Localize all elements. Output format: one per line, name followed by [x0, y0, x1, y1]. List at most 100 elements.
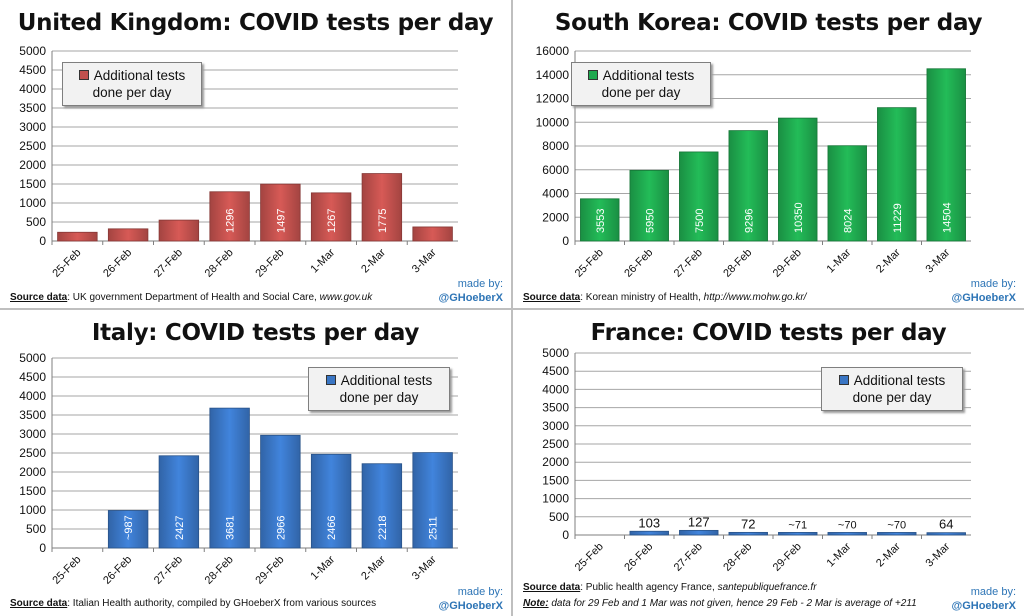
y-tick-label: 2500: [19, 446, 46, 460]
y-tick-label: 3000: [19, 120, 46, 134]
made-by-credit: made by: @GHoeberX: [951, 277, 1016, 305]
y-tick-label: 500: [549, 510, 569, 524]
x-tick-label: 1-Mar: [825, 246, 854, 275]
y-tick-label: 500: [26, 215, 46, 229]
legend-swatch: [587, 70, 598, 81]
y-tick-label: 5000: [19, 351, 46, 365]
y-tick-label: 3500: [542, 401, 569, 415]
bar: [877, 532, 917, 536]
chart-panel-uk: United Kingdom: COVID tests per day 0 500…: [0, 0, 511, 308]
bar: [926, 532, 966, 536]
bar: [778, 117, 818, 242]
source-text: : Italian Health authority, compiled by …: [67, 598, 377, 609]
y-tick-label: 14000: [536, 68, 570, 82]
data-label: ~71: [788, 519, 807, 531]
data-label: 8024: [842, 209, 854, 233]
data-label: ~70: [887, 519, 906, 531]
y-tick-label: 500: [26, 522, 46, 536]
bar: [361, 173, 403, 242]
source-text: : Public health agency France,: [580, 582, 718, 593]
y-tick-label: 1000: [19, 503, 46, 517]
y-tick-label: 2500: [19, 139, 46, 153]
made-by-label: made by:: [970, 586, 1016, 598]
bar: [260, 183, 301, 242]
bar: [827, 145, 867, 242]
legend-label-line1: Additional tests: [853, 373, 946, 388]
x-tick-label: 27-Feb: [672, 541, 705, 574]
x-tick-label: 25-Feb: [573, 247, 606, 280]
bar: [629, 169, 669, 242]
source-note: Source data: Italian Health authority, c…: [10, 598, 376, 609]
x-tick-label: 1-Mar: [308, 246, 337, 275]
chart-legend: Additional tests done per day: [308, 367, 450, 411]
data-label: 64: [939, 517, 953, 532]
y-tick-label: 3000: [19, 427, 46, 441]
chart-title: United Kingdom: COVID tests per day: [17, 10, 494, 36]
x-tick-label: 2-Mar: [359, 246, 388, 275]
data-label: 2966: [275, 516, 287, 540]
bar: [107, 510, 149, 549]
data-label: 127: [688, 514, 710, 529]
bar: [158, 455, 200, 549]
y-tick-label: 0: [562, 234, 569, 248]
bar: [209, 191, 250, 242]
y-tick-label: 4000: [19, 82, 46, 96]
x-tick-label: 3-Mar: [410, 246, 439, 275]
horizontal-divider: [0, 308, 1024, 310]
chart-title: Italy: COVID tests per day: [91, 320, 420, 346]
legend-swatch: [325, 375, 336, 386]
x-tick-label: 2-Mar: [874, 246, 903, 275]
y-tick-label: 4000: [542, 382, 569, 396]
bar: [728, 130, 768, 242]
legend-label-line2: done per day: [92, 85, 172, 100]
legend-label-line2: done per day: [339, 390, 419, 405]
x-tick-label: 26-Feb: [622, 247, 655, 280]
bar: [412, 452, 453, 549]
source-label: Source data: [10, 598, 68, 609]
x-tick-label: 29-Feb: [253, 554, 286, 587]
source-text: : Korean ministry of Health,: [580, 292, 704, 303]
legend-label-line1: Additional tests: [93, 68, 186, 83]
data-label: 7500: [694, 209, 706, 233]
bar: [158, 219, 200, 242]
x-tick-label: 28-Feb: [721, 247, 754, 280]
data-label: ~987: [123, 515, 135, 540]
source-link-text: santepubliquefrance.fr: [717, 582, 817, 593]
y-tick-label: 0: [39, 234, 46, 248]
bar: [679, 529, 719, 536]
source-note: Source data: Korean ministry of Health, …: [523, 292, 806, 303]
data-label: 2218: [377, 516, 389, 540]
source-label: Source data: [523, 582, 581, 593]
author-handle: @GHoeberX: [438, 600, 503, 612]
x-tick-label: 27-Feb: [672, 247, 705, 280]
note-label: Note:: [523, 598, 549, 609]
chart-legend: Additional tests done per day: [821, 367, 963, 411]
y-tick-label: 6000: [542, 163, 569, 177]
bar: [57, 231, 98, 242]
x-tick-label: 28-Feb: [203, 554, 236, 587]
source-label: Source data: [523, 292, 581, 303]
bar: [827, 532, 867, 536]
bar: [926, 68, 966, 242]
data-label: 1296: [225, 209, 237, 233]
legend-label-line2: done per day: [852, 390, 932, 405]
x-tick-label: 29-Feb: [771, 247, 804, 280]
chart-legend: Additional tests done per day: [62, 62, 202, 106]
y-tick-label: 2000: [542, 210, 569, 224]
bar: [580, 198, 620, 242]
data-label: 1497: [275, 209, 287, 233]
data-label: 2427: [174, 516, 186, 540]
y-tick-label: 3500: [19, 101, 46, 115]
made-by-credit: made by: @GHoeberX: [951, 585, 1016, 613]
source-note: Source data: Public health agency France…: [523, 582, 817, 593]
chart-title: France: COVID tests per day: [590, 320, 947, 346]
x-tick-label: 26-Feb: [622, 541, 655, 574]
x-tick-label: 3-Mar: [410, 553, 439, 582]
bar: [629, 530, 669, 536]
y-tick-label: 4500: [19, 370, 46, 384]
made-by-label: made by:: [457, 278, 503, 290]
data-label: 3553: [595, 209, 607, 233]
bar: [260, 434, 301, 549]
data-label: 14504: [941, 202, 953, 233]
x-tick-label: 27-Feb: [152, 247, 185, 280]
